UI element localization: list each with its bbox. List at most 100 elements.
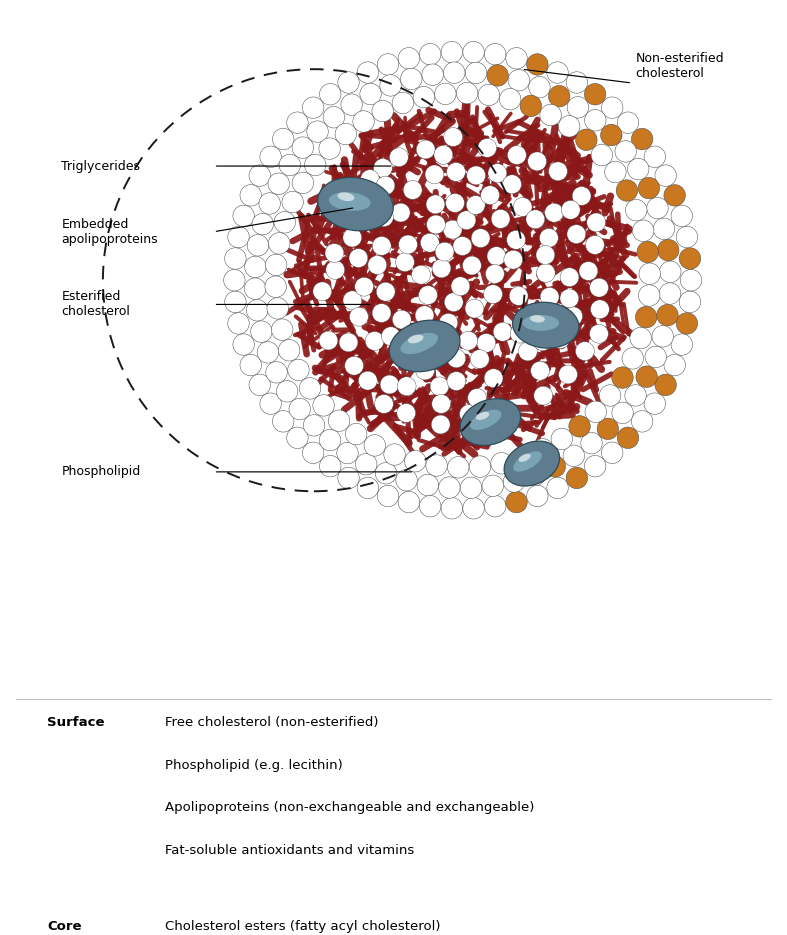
Circle shape bbox=[249, 374, 271, 396]
Circle shape bbox=[482, 475, 504, 496]
Circle shape bbox=[439, 313, 458, 332]
Ellipse shape bbox=[519, 453, 530, 462]
Circle shape bbox=[453, 237, 472, 255]
Circle shape bbox=[530, 361, 549, 381]
Circle shape bbox=[251, 321, 272, 342]
Circle shape bbox=[484, 399, 503, 419]
Circle shape bbox=[463, 497, 484, 519]
Circle shape bbox=[600, 124, 622, 146]
Circle shape bbox=[377, 53, 399, 75]
Circle shape bbox=[259, 193, 280, 214]
Circle shape bbox=[319, 331, 338, 350]
Circle shape bbox=[328, 410, 349, 431]
Circle shape bbox=[376, 176, 395, 195]
Circle shape bbox=[303, 414, 325, 436]
Circle shape bbox=[268, 173, 290, 194]
Circle shape bbox=[351, 210, 370, 230]
Circle shape bbox=[233, 205, 254, 226]
Circle shape bbox=[566, 468, 588, 489]
Circle shape bbox=[652, 325, 674, 347]
Circle shape bbox=[551, 428, 572, 450]
Circle shape bbox=[527, 312, 545, 331]
Circle shape bbox=[626, 199, 647, 221]
Circle shape bbox=[456, 82, 478, 104]
Circle shape bbox=[397, 404, 416, 423]
Text: Triglycerides: Triglycerides bbox=[61, 160, 140, 173]
Circle shape bbox=[639, 263, 660, 284]
Circle shape bbox=[524, 465, 545, 486]
Circle shape bbox=[519, 342, 538, 361]
Circle shape bbox=[382, 327, 401, 346]
Circle shape bbox=[375, 208, 394, 226]
Circle shape bbox=[434, 146, 453, 165]
Circle shape bbox=[467, 389, 486, 408]
Circle shape bbox=[635, 307, 657, 328]
Circle shape bbox=[376, 282, 395, 301]
Ellipse shape bbox=[390, 320, 460, 372]
Circle shape bbox=[487, 247, 506, 266]
Circle shape bbox=[638, 178, 660, 199]
Circle shape bbox=[585, 401, 607, 423]
Circle shape bbox=[279, 154, 301, 176]
Circle shape bbox=[676, 312, 697, 334]
Circle shape bbox=[240, 184, 261, 206]
Circle shape bbox=[617, 112, 639, 134]
Circle shape bbox=[434, 83, 456, 105]
Circle shape bbox=[533, 332, 552, 351]
Circle shape bbox=[536, 246, 555, 265]
Circle shape bbox=[680, 269, 702, 291]
Ellipse shape bbox=[504, 441, 560, 486]
Circle shape bbox=[507, 230, 526, 250]
Circle shape bbox=[534, 386, 552, 405]
Circle shape bbox=[536, 264, 555, 282]
Circle shape bbox=[616, 180, 637, 201]
Circle shape bbox=[459, 331, 478, 351]
Ellipse shape bbox=[329, 192, 371, 210]
Circle shape bbox=[368, 255, 386, 275]
Circle shape bbox=[560, 289, 578, 308]
Circle shape bbox=[417, 474, 438, 496]
Circle shape bbox=[451, 277, 470, 295]
Circle shape bbox=[569, 416, 590, 437]
Circle shape bbox=[337, 442, 358, 464]
Circle shape bbox=[559, 365, 578, 384]
Circle shape bbox=[633, 220, 654, 241]
Circle shape bbox=[292, 137, 313, 158]
Circle shape bbox=[544, 455, 566, 477]
Circle shape bbox=[430, 377, 449, 396]
Circle shape bbox=[527, 485, 548, 507]
Circle shape bbox=[245, 256, 266, 278]
Circle shape bbox=[358, 371, 377, 390]
Circle shape bbox=[679, 248, 700, 269]
Circle shape bbox=[457, 210, 476, 230]
Circle shape bbox=[375, 395, 394, 413]
Circle shape bbox=[435, 242, 454, 261]
Circle shape bbox=[272, 319, 293, 340]
Circle shape bbox=[601, 442, 623, 464]
Circle shape bbox=[320, 455, 341, 477]
Circle shape bbox=[539, 228, 558, 248]
Circle shape bbox=[563, 445, 585, 467]
Circle shape bbox=[339, 333, 358, 352]
Circle shape bbox=[365, 332, 384, 351]
Circle shape bbox=[549, 162, 567, 180]
Circle shape bbox=[313, 282, 332, 301]
Circle shape bbox=[252, 213, 273, 235]
Circle shape bbox=[532, 439, 553, 460]
Circle shape bbox=[398, 492, 419, 512]
Circle shape bbox=[506, 492, 527, 512]
Circle shape bbox=[272, 410, 294, 432]
Circle shape bbox=[320, 83, 341, 105]
Text: Surface: Surface bbox=[47, 716, 105, 729]
Circle shape bbox=[644, 146, 666, 167]
Circle shape bbox=[504, 251, 523, 269]
Circle shape bbox=[510, 324, 529, 343]
Text: Core: Core bbox=[47, 920, 82, 933]
Circle shape bbox=[572, 186, 591, 206]
Circle shape bbox=[615, 140, 637, 162]
Circle shape bbox=[384, 444, 405, 466]
Circle shape bbox=[416, 361, 434, 380]
Circle shape bbox=[420, 234, 439, 252]
Text: Esterified
cholesterol: Esterified cholesterol bbox=[61, 291, 131, 319]
Circle shape bbox=[653, 218, 674, 239]
